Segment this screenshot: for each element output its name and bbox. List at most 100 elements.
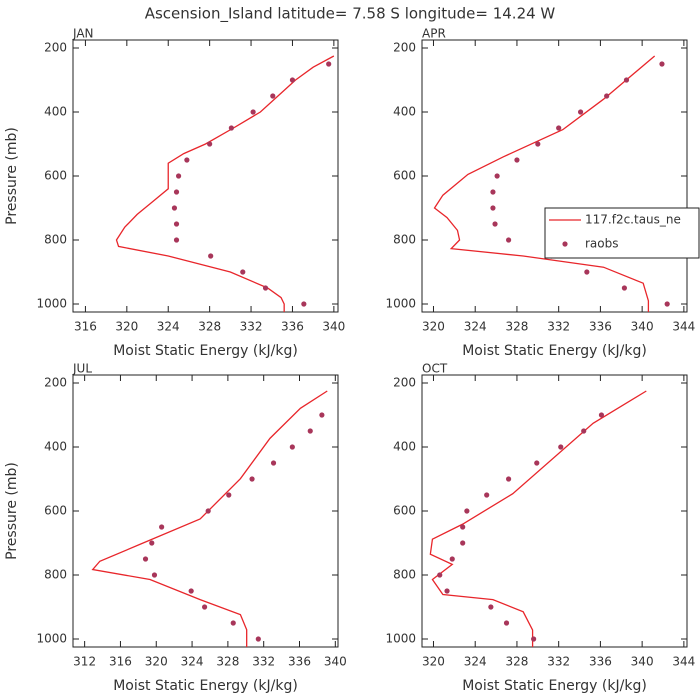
- x-tick-label: 328: [505, 655, 528, 669]
- x-tick-label: 324: [464, 655, 487, 669]
- obs-point: [558, 444, 564, 450]
- obs-point: [142, 556, 149, 562]
- obs-point: [449, 556, 455, 562]
- model-line: [91, 390, 328, 647]
- x-tick-label: 340: [322, 320, 345, 334]
- obs-point: [270, 93, 276, 99]
- obs-point: [464, 508, 470, 514]
- obs-point: [228, 125, 234, 131]
- obs-point: [270, 460, 277, 466]
- panel-label: JAN: [72, 27, 94, 41]
- y-tick-label: 200: [44, 41, 67, 55]
- x-tick-label: 340: [631, 320, 654, 334]
- obs-point: [173, 237, 180, 243]
- obs-point: [484, 492, 490, 498]
- y-tick-label: 1000: [36, 632, 67, 646]
- x-tick-label: 336: [589, 655, 612, 669]
- obs-point: [505, 476, 512, 482]
- x-tick-label: 344: [672, 320, 695, 334]
- obs-point: [173, 189, 180, 195]
- x-tick-label: 336: [281, 320, 304, 334]
- y-tick-label: 800: [393, 568, 416, 582]
- chart-title: Ascension_Island latitude= 7.58 S longit…: [145, 5, 556, 24]
- obs-point: [598, 412, 605, 418]
- obs-point: [208, 253, 214, 259]
- y-tick-label: 400: [393, 105, 416, 119]
- y-tick-label: 400: [393, 440, 416, 454]
- obs-point: [202, 604, 208, 610]
- x-tick-label: 320: [115, 320, 138, 334]
- x-tick-label: 312: [73, 655, 96, 669]
- obs-point: [664, 301, 670, 307]
- obs-point: [584, 269, 590, 275]
- obs-point: [149, 540, 155, 546]
- y-tick-label: 600: [44, 169, 67, 183]
- y-tick-label: 200: [393, 376, 416, 390]
- obs-point: [249, 476, 255, 482]
- obs-point: [307, 428, 313, 434]
- obs-point: [319, 412, 325, 418]
- legend-label: raobs: [585, 237, 619, 251]
- x-tick-label: 328: [198, 320, 221, 334]
- model-line: [115, 55, 335, 312]
- x-tick-label: 320: [145, 655, 168, 669]
- x-tick-label: 320: [422, 320, 445, 334]
- y-tick-label: 600: [44, 504, 67, 518]
- obs-point: [488, 604, 494, 610]
- obs-point: [326, 61, 332, 67]
- obs-point: [534, 460, 540, 466]
- obs-point: [659, 61, 665, 67]
- obs-point: [289, 444, 295, 450]
- obs-point: [444, 588, 450, 594]
- y-tick-label: 800: [393, 233, 416, 247]
- y-axis-label: Pressure (mb): [4, 127, 20, 225]
- x-axis-label: Moist Static Energy (kJ/kg): [462, 343, 647, 359]
- obs-point: [460, 540, 466, 546]
- obs-point: [490, 205, 496, 211]
- obs-point: [226, 492, 232, 498]
- obs-point: [531, 636, 537, 642]
- x-tick-label: 332: [547, 320, 570, 334]
- y-tick-label: 200: [393, 41, 416, 55]
- x-tick-label: 324: [181, 655, 204, 669]
- obs-point: [460, 524, 466, 530]
- panel-label: JUL: [72, 362, 92, 376]
- y-tick-label: 600: [393, 504, 416, 518]
- obs-point: [492, 221, 498, 227]
- x-axis-label: Moist Static Energy (kJ/kg): [113, 343, 298, 359]
- obs-point: [581, 428, 587, 434]
- x-tick-label: 332: [240, 320, 263, 334]
- obs-point: [577, 109, 584, 115]
- x-tick-label: 324: [464, 320, 487, 334]
- model-line: [433, 55, 656, 312]
- legend-point: [562, 241, 568, 247]
- obs-point: [151, 572, 158, 578]
- obs-point: [494, 173, 500, 179]
- x-tick-label: 336: [589, 320, 612, 334]
- legend-box: [544, 207, 700, 259]
- y-tick-label: 200: [44, 376, 67, 390]
- x-tick-label: 344: [672, 655, 695, 669]
- y-tick-label: 1000: [385, 297, 416, 311]
- obs-point: [230, 620, 236, 626]
- obs-point: [184, 157, 190, 163]
- obs-point: [188, 588, 194, 594]
- y-tick-label: 800: [44, 233, 67, 247]
- x-tick-label: 340: [324, 655, 347, 669]
- obs-point: [505, 237, 512, 243]
- y-tick-label: 400: [44, 105, 67, 119]
- x-tick-label: 324: [157, 320, 180, 334]
- y-axis-label: Pressure (mb): [4, 462, 20, 560]
- x-tick-label: 320: [422, 655, 445, 669]
- x-tick-label: 336: [288, 655, 311, 669]
- obs-point: [175, 173, 182, 179]
- x-tick-label: 332: [252, 655, 275, 669]
- obs-point: [623, 77, 630, 83]
- obs-point: [205, 508, 211, 514]
- obs-point: [490, 189, 496, 195]
- obs-point: [159, 524, 165, 530]
- x-tick-label: 332: [547, 655, 570, 669]
- panel-label: OCT: [422, 362, 448, 376]
- obs-point: [240, 269, 246, 275]
